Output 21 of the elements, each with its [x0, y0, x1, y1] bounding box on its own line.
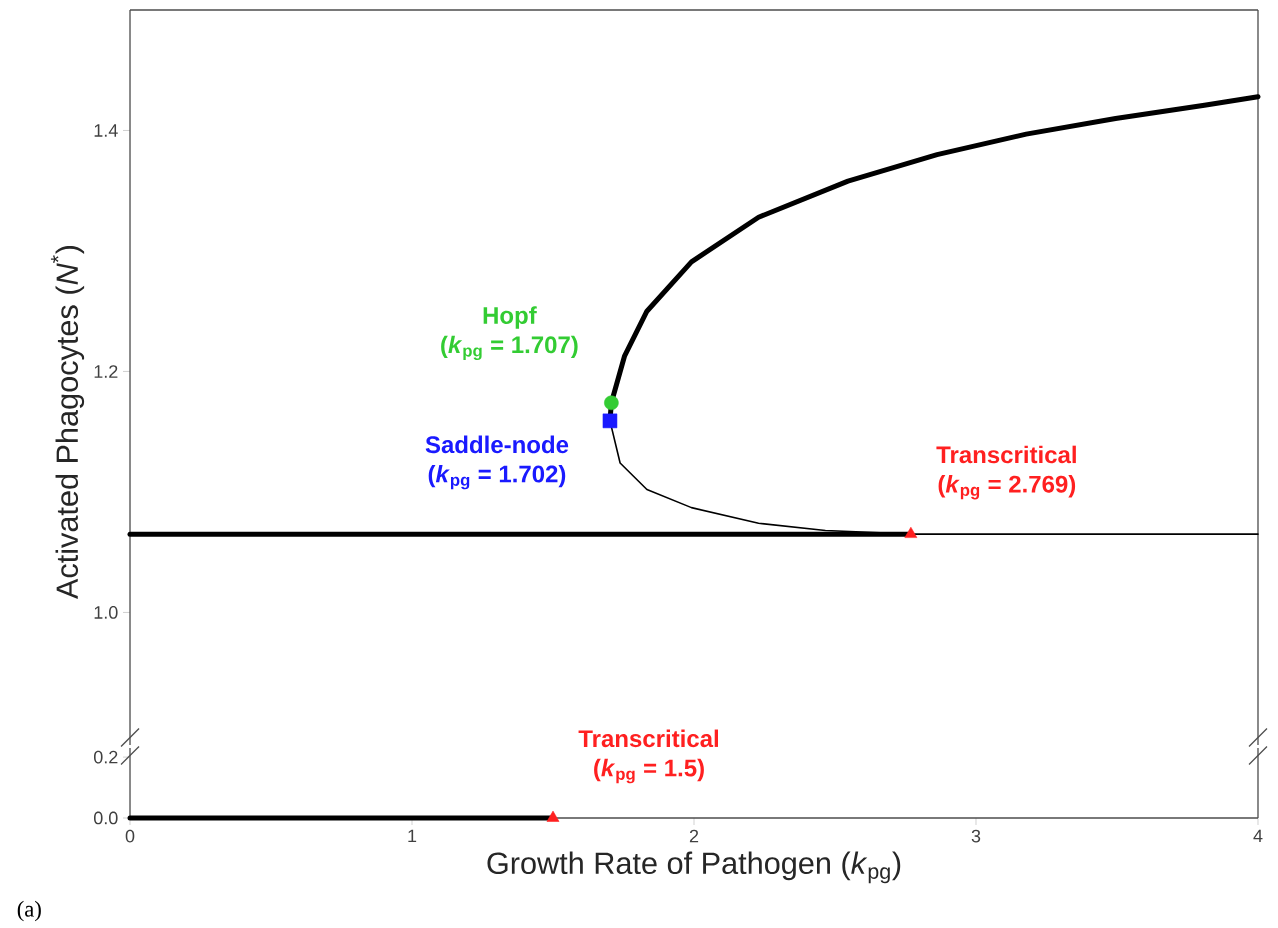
- text: Transcritical: [578, 729, 719, 748]
- y-tick-label: 1.0: [94, 606, 118, 619]
- y-tick-label: 0.0: [93, 811, 118, 825]
- x-tick-label: 4: [1253, 829, 1263, 843]
- x-tick-label: 2: [689, 829, 699, 843]
- y-tick-label: 1.4: [94, 124, 118, 137]
- y-tick-label: 1.2: [94, 365, 118, 378]
- x-tick-label: 3: [971, 829, 981, 843]
- annotation: (k$_{pg}$ = 1.707): [441, 335, 578, 361]
- x-axis-title: Growth Rate of Pathogen (k$_{pg}$): [487, 851, 901, 884]
- text: Hopf: [483, 306, 537, 329]
- annotation: (k$_{pg}$ = 2.769): [938, 475, 1076, 500]
- annotation: (k$_{pg}$ = 1.5): [594, 758, 704, 784]
- annotation: (k$_{pg}$ = 1.702): [428, 464, 566, 490]
- series-label: Saddle-node: [425, 435, 569, 454]
- x-tick-label: 1: [408, 829, 417, 843]
- y-tick-label: 0.2: [93, 750, 118, 764]
- text: (a): [17, 900, 41, 922]
- x-tick-label: 0: [125, 829, 135, 843]
- y-axis-title: Activated Phagocytes (N$^{*}$): [50, 245, 85, 600]
- text: Transcritical: [936, 445, 1076, 464]
